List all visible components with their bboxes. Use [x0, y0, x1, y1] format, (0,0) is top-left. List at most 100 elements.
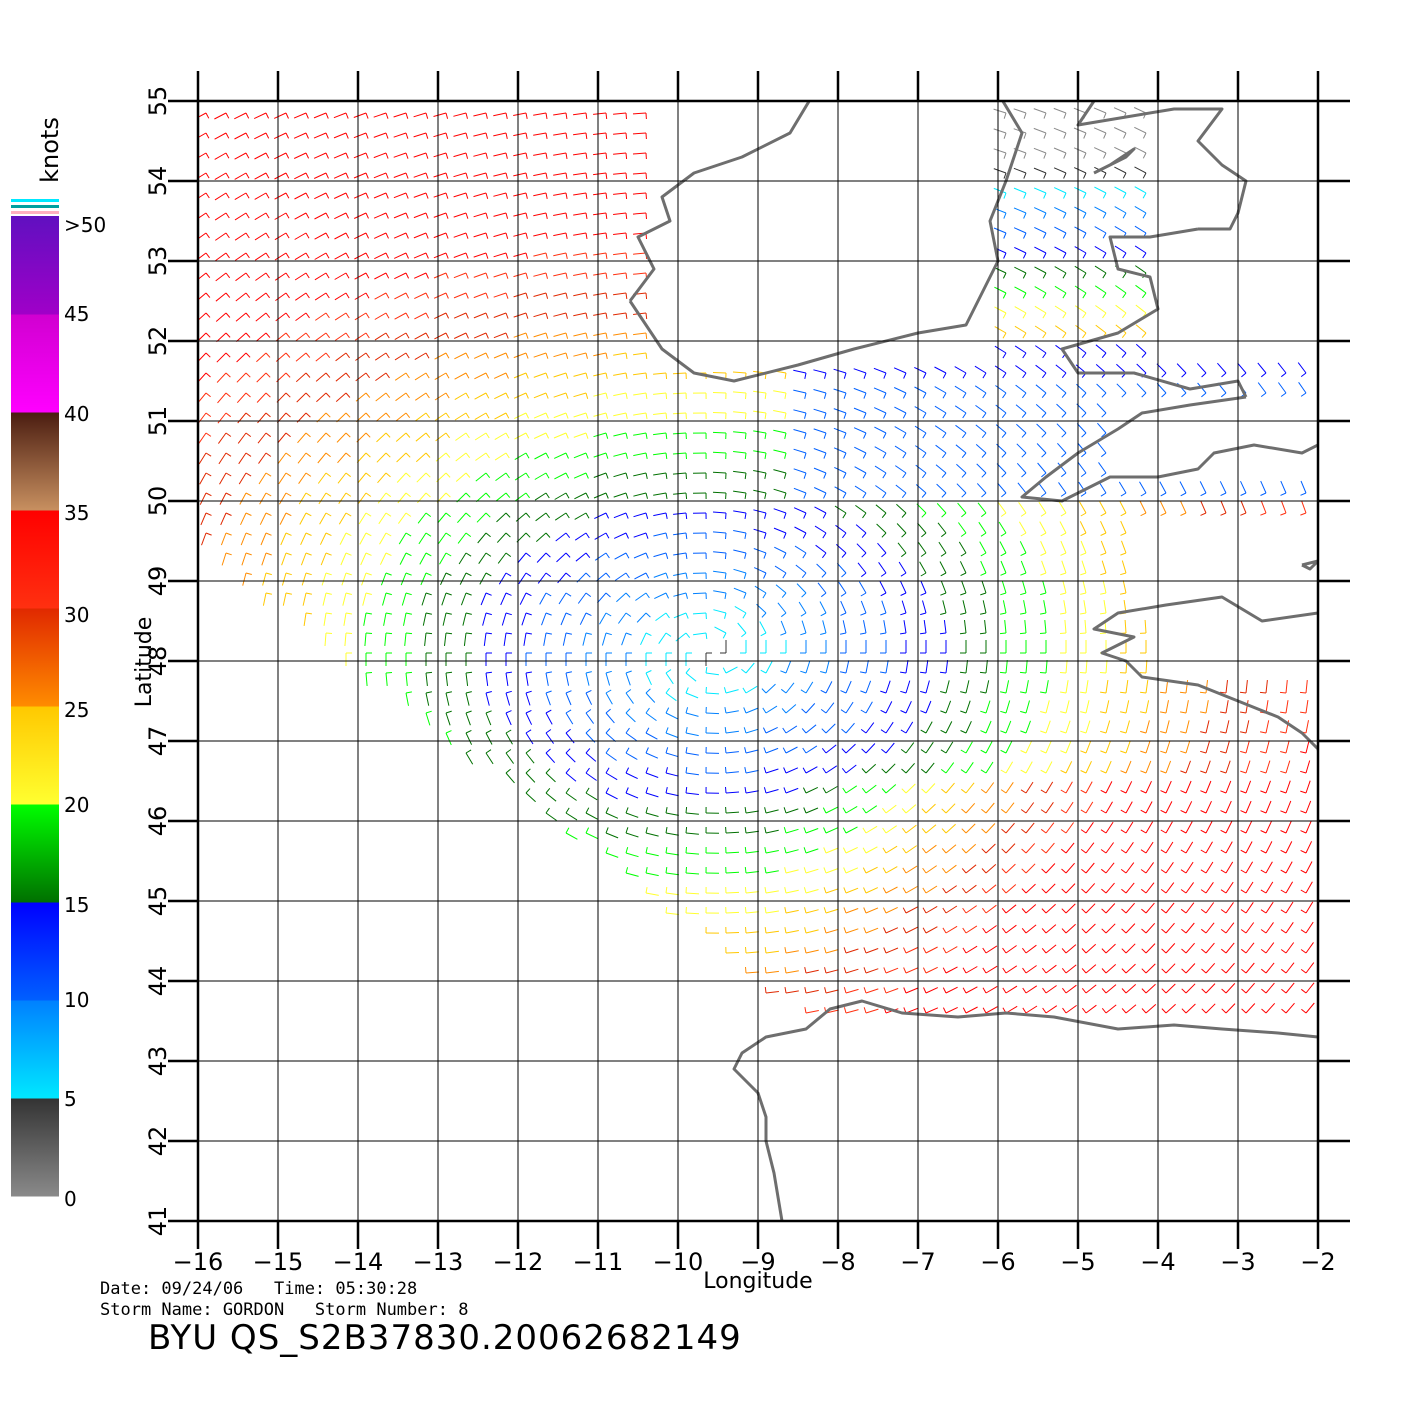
- lat-tick-label: 45: [144, 886, 172, 917]
- wind-barb-tail: [626, 173, 627, 179]
- legend-band: [11, 412, 59, 511]
- wind-barb-tail: [686, 827, 687, 833]
- lon-tick-label: −6: [980, 1248, 1015, 1276]
- x-axis-title: Longitude: [703, 1269, 812, 1294]
- wind-barb-tail: [726, 787, 727, 793]
- wind-barb-tail: [626, 193, 627, 199]
- wind-barb-tail: [686, 867, 687, 873]
- wind-barb: [713, 472, 726, 473]
- wind-barb-tail: [686, 453, 687, 459]
- legend-tick-label: 40: [64, 402, 89, 426]
- lat-tick-label: 54: [144, 166, 172, 197]
- wind-barb-tail: [346, 633, 352, 634]
- lat-tick-label: 49: [144, 566, 172, 597]
- wind-barb-tail: [746, 947, 747, 953]
- wind-barb-tail: [666, 373, 667, 379]
- legend-tick-label: 30: [64, 603, 89, 627]
- wind-barb-tail: [746, 393, 747, 399]
- legend-band: [11, 216, 59, 315]
- wind-barb-tail: [646, 313, 647, 319]
- lat-tick-label: 42: [144, 1126, 172, 1157]
- product-id: BYU QS_S2B37830.20062682149: [148, 1318, 742, 1358]
- wind-barb-tail: [1040, 673, 1046, 674]
- wind-barb-tail: [1060, 673, 1066, 674]
- wind-barb-tail: [1020, 633, 1026, 634]
- legend-top-stripe: [11, 205, 59, 208]
- wind-barb: [726, 912, 739, 913]
- wind-barb: [713, 373, 726, 374]
- wind-barb: [726, 872, 739, 873]
- wind-barb-tail: [745, 867, 746, 873]
- wind-barb-tail: [745, 887, 746, 893]
- wind-barb: [713, 413, 726, 414]
- lat-tick-label: 46: [144, 806, 172, 837]
- wind-barb-tail: [686, 513, 687, 519]
- wind-barb-tail: [646, 213, 647, 219]
- legend-tick-label: 25: [64, 698, 89, 722]
- lat-tick-label: 44: [144, 966, 172, 997]
- legend-tick-label: 20: [64, 793, 89, 817]
- wind-barb-tail: [1300, 692, 1306, 693]
- wind-barb-tail: [626, 213, 627, 219]
- legend-band: [11, 902, 59, 1001]
- wind-barb-tail: [646, 333, 647, 339]
- wind-barb: [713, 452, 726, 453]
- legend-band: [11, 706, 59, 805]
- wind-barb-tail: [1260, 692, 1266, 693]
- wind-barb-tail: [466, 633, 472, 634]
- wind-barb-tail: [646, 293, 647, 299]
- wind-barb-tail: [426, 633, 432, 634]
- legend-band: [11, 1098, 59, 1197]
- wind-barb-tail: [646, 193, 647, 199]
- wind-barb-tail: [745, 453, 746, 459]
- lon-tick-label: −13: [413, 1248, 464, 1276]
- wind-barb-tail: [745, 433, 746, 439]
- legend-tick-label: 5: [64, 1087, 77, 1111]
- wind-barb-tail: [626, 233, 627, 239]
- lon-tick-label: −2: [1300, 1248, 1335, 1276]
- legend-tick-label: 45: [64, 302, 89, 326]
- wind-barb-tail: [960, 633, 966, 634]
- wind-barb-tail: [1080, 633, 1086, 634]
- wind-barb-tail: [366, 633, 372, 634]
- wind-barb-tail: [686, 493, 687, 499]
- wind-barb-tail: [1280, 692, 1286, 693]
- lon-tick-label: −15: [253, 1248, 304, 1276]
- y-axis-title: Latitude: [132, 617, 157, 708]
- wind-barb-tail: [326, 633, 332, 634]
- wind-barb-tail: [666, 393, 667, 399]
- wind-barb-tail: [406, 672, 412, 673]
- wind-barb-tail: [980, 672, 986, 673]
- lat-tick-label: 41: [144, 1206, 172, 1237]
- legend-band: [11, 314, 59, 413]
- wind-barb-tail: [686, 473, 687, 479]
- wind-barb: [693, 593, 706, 594]
- wind-barb-tail: [980, 633, 986, 634]
- wind-barb-tail: [1180, 692, 1186, 693]
- wind-barb: [713, 393, 726, 394]
- wind-barb-tail: [446, 633, 452, 634]
- wind-barb-tail: [466, 672, 472, 673]
- wind-barb-tail: [606, 153, 607, 159]
- legend-top-stripe: [11, 211, 59, 214]
- wind-barb: [706, 713, 719, 714]
- wind-barb: [726, 953, 739, 954]
- wind-barb-tail: [765, 987, 766, 993]
- legend-top-stripe: [11, 199, 59, 202]
- lat-tick-label: 52: [144, 326, 172, 357]
- wind-barb-tail: [666, 413, 667, 419]
- lon-tick-label: −4: [1140, 1248, 1175, 1276]
- wind-barb-tail: [745, 907, 746, 913]
- lon-tick-label: −8: [820, 1248, 855, 1276]
- wind-barb-tail: [446, 672, 452, 673]
- lon-tick-label: −3: [1220, 1248, 1255, 1276]
- lon-tick-label: −5: [1060, 1248, 1095, 1276]
- legend-tick-label: 0: [64, 1187, 77, 1211]
- wind-barb-tail: [626, 113, 627, 119]
- wind-barb-tail: [426, 672, 432, 673]
- legend-band: [11, 608, 59, 707]
- wind-barb-tail: [606, 133, 607, 139]
- lon-tick-label: −14: [333, 1248, 384, 1276]
